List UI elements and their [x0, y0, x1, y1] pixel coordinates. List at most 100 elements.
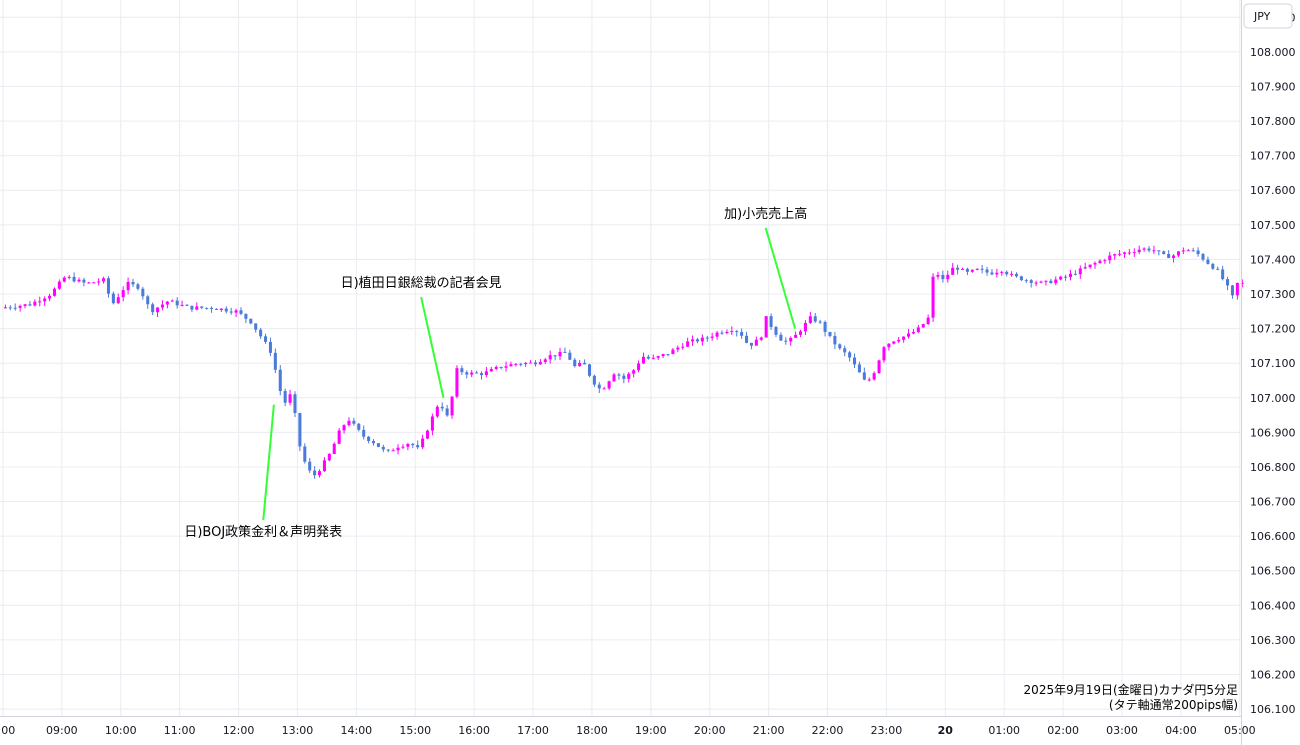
candle-body — [342, 425, 346, 431]
candle-body — [902, 336, 906, 340]
y-tick-label: 107.000 — [1250, 392, 1296, 405]
candle-body — [686, 341, 690, 347]
x-tick-label: 20 — [938, 724, 954, 737]
candle-body — [951, 267, 955, 275]
y-tick-label: 107.200 — [1250, 323, 1296, 336]
candle-body — [833, 335, 837, 345]
candle-body — [1078, 268, 1082, 275]
candle-body — [676, 347, 680, 350]
candle-body — [67, 276, 71, 278]
candle-body — [651, 357, 655, 359]
candle-body — [1152, 250, 1156, 252]
candle-body — [273, 352, 277, 370]
candle-body — [553, 355, 557, 357]
x-tick-label: 10:00 — [105, 724, 137, 737]
candle-body — [1176, 251, 1180, 256]
candle-body — [1172, 255, 1176, 258]
currency-label-text: JPY — [1253, 10, 1271, 23]
candle-body — [425, 430, 430, 439]
candle-body — [195, 306, 199, 310]
candle-body — [794, 334, 798, 338]
candle-body — [637, 363, 641, 371]
candle-body — [956, 267, 960, 270]
candle-body — [853, 357, 857, 365]
candle-body — [1206, 259, 1210, 264]
x-tick-label: 21:00 — [753, 724, 785, 737]
candle-body — [224, 308, 228, 312]
candle-body — [450, 396, 454, 416]
x-tick-label: 23:00 — [871, 724, 903, 737]
candle-body — [165, 301, 169, 305]
candle-body — [735, 331, 739, 333]
candle-body — [254, 323, 258, 330]
y-tick-label: 107.400 — [1250, 253, 1296, 266]
x-tick-label: 18:00 — [576, 724, 608, 737]
candle-body — [440, 406, 444, 409]
candle-body — [730, 331, 734, 333]
candle-body — [877, 360, 881, 374]
candle-body — [666, 354, 670, 356]
y-tick-label: 106.200 — [1250, 668, 1296, 681]
x-tick-label: 17:00 — [517, 724, 549, 737]
candle-body — [607, 381, 611, 389]
candle-body — [568, 352, 572, 360]
candle-body — [1181, 250, 1185, 252]
candle-body — [367, 436, 371, 442]
candle-body — [337, 430, 341, 444]
candle-body — [1240, 282, 1244, 284]
candle-body — [151, 304, 155, 313]
candle-body — [72, 276, 76, 282]
candle-body — [1005, 271, 1009, 275]
candle-body — [303, 446, 307, 462]
candle-body — [799, 331, 803, 335]
candle-body — [818, 321, 822, 323]
candle-body — [141, 288, 145, 297]
candle-body — [538, 362, 542, 365]
candle-body — [97, 281, 101, 283]
candle-body — [926, 317, 930, 325]
candle-body — [627, 373, 631, 379]
candle-body — [990, 272, 994, 275]
annotations: 日)BOJ政策金利＆声明発表 日)植田日銀総裁の記者会見 加)小売売上高 — [184, 206, 807, 540]
candle-body — [661, 354, 665, 357]
candle-body — [872, 373, 876, 380]
y-tick-label: 106.300 — [1250, 634, 1296, 647]
candle-body — [681, 346, 685, 348]
candle-body — [745, 335, 749, 343]
y-tick-label: 106.100 — [1250, 703, 1296, 716]
candle-body — [1103, 260, 1107, 262]
candle-body — [671, 349, 675, 355]
candle-body — [911, 332, 915, 334]
candle-body — [470, 372, 474, 375]
candle-body — [823, 321, 827, 332]
candle-body — [1093, 263, 1097, 265]
y-tick-label: 107.100 — [1250, 357, 1296, 370]
candle-body — [1132, 252, 1136, 254]
candle-body — [106, 278, 110, 294]
candle-body — [700, 337, 704, 342]
candle-body — [293, 394, 297, 414]
candle-body — [980, 268, 984, 270]
x-tick-label: 09:00 — [46, 724, 78, 737]
candle-body — [92, 282, 96, 284]
candle-body — [175, 300, 179, 306]
candle-body — [82, 279, 86, 283]
candle-body — [1049, 280, 1053, 284]
candle-body — [1014, 273, 1019, 277]
candle-body — [484, 371, 488, 376]
candle-body — [720, 332, 724, 334]
candle-body — [1054, 279, 1058, 284]
candle-body — [597, 384, 601, 389]
candle-body — [524, 362, 528, 364]
candle-body — [897, 339, 901, 342]
candle-body — [1167, 253, 1171, 258]
candle-body — [406, 443, 410, 447]
candle-body — [808, 316, 812, 323]
candle-body — [445, 408, 449, 416]
x-tick-label: 8:00 — [0, 724, 15, 737]
x-tick-label: 15:00 — [399, 724, 431, 737]
candle-body — [587, 364, 592, 376]
candle-body — [892, 341, 896, 344]
candle-body — [234, 310, 238, 313]
candle-body — [259, 329, 263, 337]
